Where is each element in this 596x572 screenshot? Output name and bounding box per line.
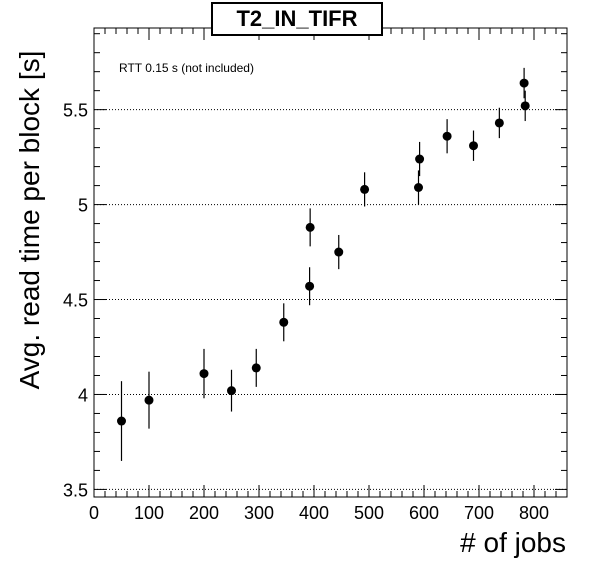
data-point	[520, 101, 530, 111]
y-tick-label: 3.5	[63, 480, 88, 500]
rtt-annotation: RTT 0.15 s (not included)	[119, 61, 254, 75]
x-tick-label: 500	[354, 503, 384, 523]
data-point	[334, 247, 344, 257]
y-axis-label: Avg. read time per block [s]	[14, 50, 45, 390]
y-tick-label: 5.5	[63, 101, 88, 121]
data-point	[227, 386, 236, 396]
y-tick-label: 5	[78, 196, 88, 216]
x-tick-label: 700	[464, 503, 494, 523]
axes	[93, 27, 568, 498]
y-tick-label: 4	[78, 385, 88, 405]
data-point	[279, 317, 289, 327]
y-tick-label: 4.5	[63, 291, 88, 311]
data-point	[414, 182, 423, 192]
data-points	[117, 67, 530, 461]
plot-frame	[93, 27, 568, 498]
data-point	[144, 395, 154, 405]
data-point	[494, 118, 504, 128]
data-point	[415, 154, 425, 164]
data-point	[305, 222, 315, 232]
x-tick-label: 200	[189, 503, 219, 523]
x-tick-label: 100	[134, 503, 164, 523]
tick-labels: 0 100 200 300 400 500 600 700 800 3.5 4 4.5 5 5.5	[63, 101, 549, 523]
data-point	[117, 416, 126, 426]
data-point	[469, 141, 478, 151]
data-point	[360, 184, 370, 194]
data-point	[519, 78, 529, 88]
data-point	[305, 281, 315, 291]
x-tick-label: 300	[244, 503, 274, 523]
x-tick-label: 600	[409, 503, 439, 523]
grid-lines	[94, 109, 567, 490]
x-tick-label: 0	[89, 503, 99, 523]
data-point	[442, 131, 452, 141]
x-tick-label: 400	[299, 503, 329, 523]
x-tick-label: 800	[519, 503, 549, 523]
chart-title: T2_IN_TIFR	[211, 2, 383, 36]
data-point	[251, 363, 261, 373]
x-axis-label: # of jobs	[460, 527, 566, 558]
data-point	[199, 369, 209, 379]
